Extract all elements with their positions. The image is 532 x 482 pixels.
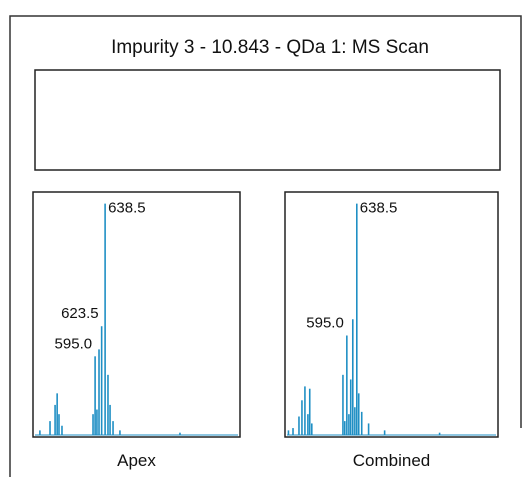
peak-label: 595.0 — [306, 314, 344, 331]
chart-label: Combined — [353, 451, 431, 470]
chart-label: Apex — [117, 451, 156, 470]
peak-label: 638.5 — [360, 200, 398, 217]
plot-frame — [284, 191, 499, 438]
panel-frame — [9, 15, 522, 477]
empty-plot — [34, 69, 501, 171]
peak-label: 595.0 — [55, 335, 93, 352]
panel-title: Impurity 3 - 10.843 - QDa 1: MS Scan — [111, 37, 429, 58]
peak-label: 638.5 — [108, 200, 146, 217]
peak-label: 623.5 — [61, 305, 99, 322]
plot-frame — [32, 191, 241, 438]
